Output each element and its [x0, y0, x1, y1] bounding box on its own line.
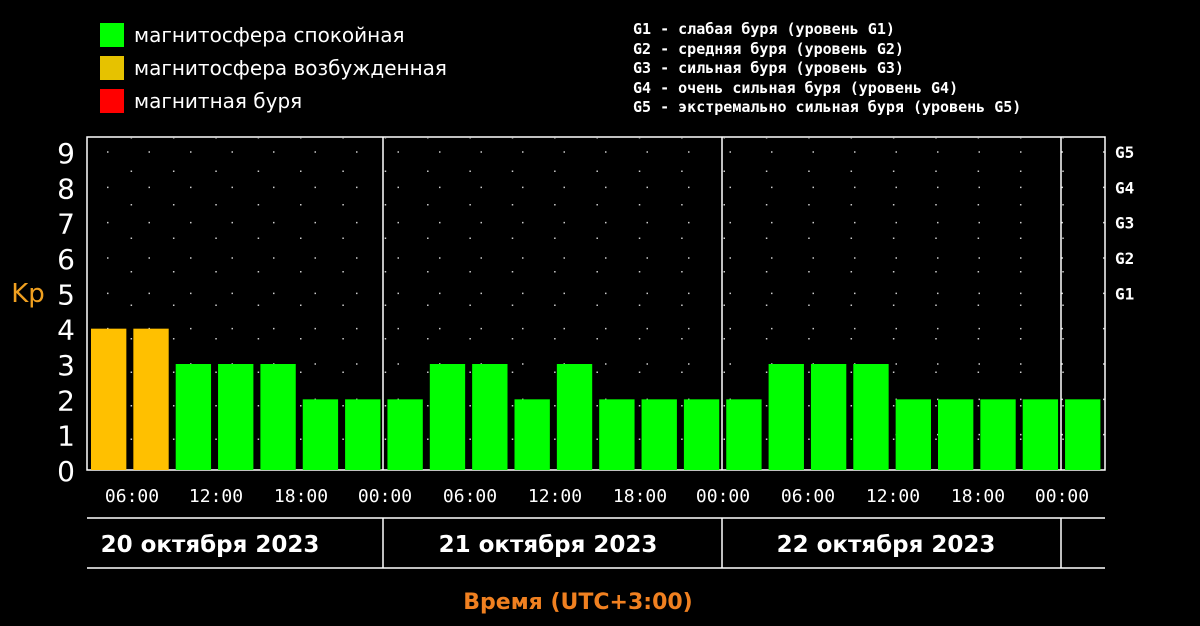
- storm-level-g3: G3 - сильная буря (уровень G3): [633, 59, 904, 77]
- bars: [91, 328, 1101, 470]
- bar: [175, 364, 212, 470]
- x-tick-label: 18:00: [274, 486, 328, 507]
- bar: [556, 364, 593, 470]
- bar: [853, 364, 889, 470]
- y-tick-label: 2: [57, 384, 75, 417]
- g-tick-label: G3: [1115, 214, 1134, 233]
- y-tick-label: 6: [57, 243, 75, 276]
- x-tick-label: 12:00: [189, 486, 243, 507]
- storm-level-g1: G1 - слабая буря (уровень G1): [633, 20, 895, 38]
- y-tick-label: 0: [57, 455, 75, 488]
- y-tick-label: 9: [57, 137, 75, 170]
- bar: [641, 399, 677, 470]
- x-tick-label: 18:00: [613, 486, 667, 507]
- g-tick-label: G2: [1115, 249, 1134, 268]
- g-tick-label: G1: [1115, 284, 1134, 303]
- y-axis-label: Kp: [11, 279, 45, 309]
- bar: [726, 399, 762, 470]
- bar: [260, 364, 296, 470]
- legend-left: магнитосфера спокойная магнитосфера возб…: [100, 18, 447, 117]
- storm-levels-legend: G1 - слабая буря (уровень G1) G2 - средн…: [633, 20, 1021, 118]
- y-tick-label: 7: [57, 208, 75, 241]
- bar: [514, 399, 550, 470]
- x-tick-label: 18:00: [951, 486, 1005, 507]
- bar: [387, 399, 423, 470]
- storm-level-g4: G4 - очень сильная буря (уровень G4): [633, 78, 959, 97]
- x-tick-label: 00:00: [1035, 486, 1089, 507]
- x-tick-label: 06:00: [105, 486, 159, 507]
- bar: [938, 399, 974, 470]
- legend-swatch-quiet: [100, 22, 124, 47]
- y-tick-label: 4: [57, 314, 75, 347]
- legend-label-quiet: магнитосфера спокойная: [134, 22, 405, 47]
- bar: [895, 399, 931, 470]
- bar: [345, 399, 381, 470]
- x-tick-label: 12:00: [528, 486, 582, 507]
- bar: [1065, 399, 1101, 470]
- storm-level-g5: G5 - экстремально сильная буря (уровень …: [633, 98, 1022, 116]
- g-scale: G1 G2 G3 G4 G5: [1115, 143, 1134, 303]
- bar: [768, 364, 804, 470]
- bar: [218, 364, 254, 470]
- legend-swatch-storm: [100, 88, 124, 113]
- bar: [302, 399, 339, 470]
- legend-item-quiet: магнитосфера спокойная: [100, 18, 447, 51]
- x-tick-label: 06:00: [443, 486, 497, 507]
- day-label: 21 октября 2023: [439, 532, 658, 558]
- y-tick-label: 5: [57, 278, 75, 311]
- g-tick-label: G5: [1115, 143, 1134, 162]
- x-axis: 06:00 12:00 18:00 00:00 06:00 12:00 18:00 00:00…: [105, 486, 1089, 507]
- bar: [980, 399, 1016, 470]
- bar: [472, 364, 508, 470]
- x-tick-label: 06:00: [781, 486, 835, 507]
- x-tick-label: 00:00: [696, 486, 750, 507]
- bar: [429, 364, 466, 470]
- bar: [91, 328, 127, 470]
- y-tick-label: 3: [57, 349, 75, 382]
- legend-label-storm: магнитная буря: [134, 88, 303, 113]
- bar: [133, 328, 169, 470]
- day-label: 20 октября 2023: [101, 532, 320, 558]
- bar: [810, 364, 847, 470]
- y-tick-label: 1: [57, 420, 75, 453]
- legend-item-storm: магнитная буря: [100, 84, 447, 117]
- x-tick-label: 12:00: [866, 486, 920, 507]
- day-label: 22 октября 2023: [777, 532, 996, 558]
- bar: [599, 399, 635, 470]
- x-axis-label: Время (UTC+3:00): [463, 590, 693, 615]
- legend-label-active: магнитосфера возбужденная: [134, 55, 447, 80]
- y-tick-label: 8: [57, 172, 75, 205]
- plot-frame: [86, 136, 1106, 471]
- storm-level-g2: G2 - средняя буря (уровень G2): [633, 39, 904, 58]
- legend-item-active: магнитосфера возбужденная: [100, 51, 447, 84]
- bar: [683, 399, 720, 470]
- x-tick-label: 00:00: [358, 486, 412, 507]
- g-tick-label: G4: [1115, 178, 1134, 197]
- legend-swatch-active: [100, 55, 124, 80]
- bar: [1022, 399, 1059, 470]
